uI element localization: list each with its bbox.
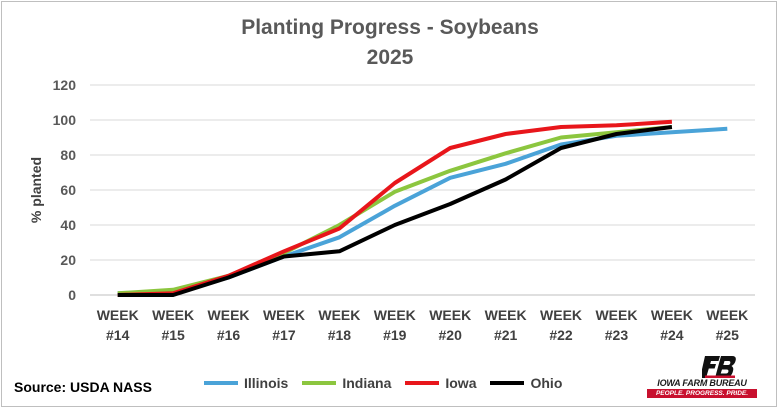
x-tick-label: WEEK #14 (97, 307, 139, 343)
logo-tagline: PEOPLE. PROGRESS. PRIDE. (647, 389, 757, 398)
farm-bureau-mark-icon (702, 356, 736, 378)
y-tick-label: 120 (53, 77, 77, 93)
y-tick-label: 100 (53, 112, 77, 128)
x-tick-label: WEEK #20 (429, 307, 471, 343)
legend-label: Ohio (530, 375, 563, 391)
y-axis-label: % planted (28, 157, 44, 223)
logo-name: IOWA FARM BUREAU (657, 378, 747, 388)
y-tick-label: 0 (68, 287, 76, 303)
x-tick-label: WEEK #15 (152, 307, 194, 343)
series-line-iowa (117, 119, 673, 297)
x-tick-label: WEEK #17 (263, 307, 305, 343)
x-tick-label: WEEK #19 (374, 307, 416, 343)
legend-item-illinois: Illinois (204, 375, 288, 391)
x-tick-label: WEEK #23 (595, 307, 637, 343)
x-tick-label: WEEK #25 (706, 307, 748, 343)
legend-label: Indiana (342, 375, 392, 391)
legend-swatch (405, 381, 440, 385)
legend-label: Illinois (244, 375, 289, 391)
legend-item-indiana: Indiana (302, 375, 391, 391)
series-line-illinois (117, 126, 728, 296)
legend-swatch (490, 381, 525, 385)
y-tick-label: 40 (60, 217, 76, 233)
y-tick-label: 80 (60, 147, 76, 163)
legend-item-iowa: Iowa (405, 375, 476, 391)
source-note: Source: USDA NASS (14, 379, 152, 395)
legend-label: Iowa (445, 375, 477, 391)
chart-title: Planting Progress - Soybeans (241, 16, 539, 39)
y-tick-label: 20 (60, 252, 76, 268)
legend-swatch (204, 381, 238, 385)
series-line-ohio (117, 125, 673, 297)
chart-legend: Illinois Indiana Iowa Ohio (204, 372, 562, 394)
legend-item-ohio: Ohio (490, 375, 562, 391)
x-tick-label: WEEK #22 (540, 307, 582, 343)
iowa-farm-bureau-logo: IOWA FARM BUREAU PEOPLE. PROGRESS. PRIDE… (647, 356, 757, 400)
x-tick-label: WEEK #18 (318, 307, 360, 343)
x-tick-label: WEEK #24 (651, 307, 693, 343)
y-tick-label: 60 (60, 182, 76, 198)
x-tick-label: WEEK #16 (208, 307, 250, 343)
series-line-indiana (117, 125, 673, 296)
legend-swatch (302, 381, 337, 385)
x-tick-label: WEEK #21 (485, 307, 527, 343)
chart-subtitle: 2025 (366, 46, 414, 69)
